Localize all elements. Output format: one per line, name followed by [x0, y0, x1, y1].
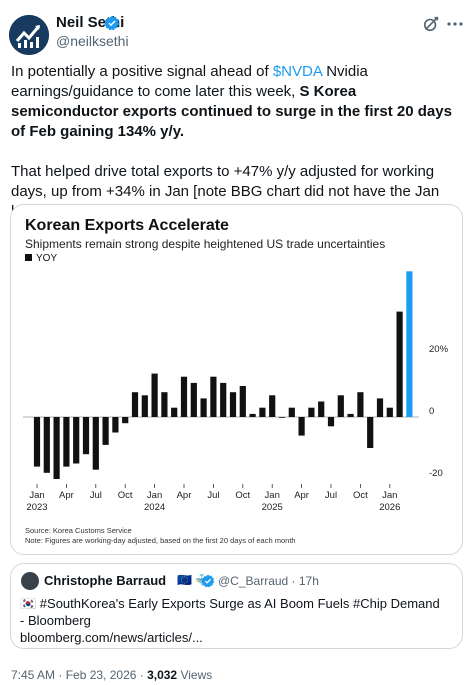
view-count: 3,032 [147, 668, 178, 682]
y-tick-label: -20 [429, 468, 443, 479]
bar-highlight [406, 271, 413, 417]
quoted-author-handle[interactable]: @C_Barraud · 17h [218, 574, 319, 588]
tweet-timestamp[interactable]: 7:45 AM · Feb 23, 2026 · [11, 668, 148, 682]
tweet-metadata: 7:45 AM · Feb 23, 2026 · 3,032 Views [11, 668, 212, 682]
bar [357, 392, 364, 417]
bar [122, 417, 129, 424]
quoted-author-badges: 🇪🇺 🐳 [177, 573, 211, 587]
chart-image-card[interactable]: Korean Exports Accelerate Shipments rema… [10, 204, 463, 555]
bar [200, 398, 207, 417]
quoted-tweet-link[interactable]: bloomberg.com/news/articles/... [20, 630, 203, 645]
grok-icon[interactable] [422, 15, 440, 33]
quoted-tweet-text: 🇰🇷 #SouthKorea's Early Exports Surge as … [20, 595, 445, 646]
tweet-text-segment: In potentially a positive signal ahead o… [11, 63, 273, 80]
tweet-text-segment: Nvidia earnings/guidance to come later t… [11, 63, 368, 100]
legend-swatch [25, 254, 32, 261]
x-tick-label: Jan [147, 490, 162, 501]
verified-badge-icon [201, 574, 215, 588]
x-tick-label: Oct [118, 490, 133, 501]
more-options-icon[interactable] [447, 17, 463, 31]
x-tick-year: 2025 [262, 502, 283, 513]
bar [102, 417, 109, 445]
quoted-tweet-card[interactable]: Christophe Barraud 🇪🇺 🐳 @C_Barraud · 17h… [10, 563, 463, 649]
quoted-author-name[interactable]: Christophe Barraud [44, 573, 167, 588]
x-tick-label: Oct [235, 490, 250, 501]
bar [161, 392, 168, 417]
bar [180, 376, 188, 417]
bar [112, 417, 119, 433]
bar [171, 407, 178, 417]
bar [92, 417, 99, 470]
bar [337, 395, 344, 417]
x-tick-label: Apr [294, 490, 309, 501]
y-tick-label: 0 [429, 406, 434, 417]
tweet-paragraph-1: In potentially a positive signal ahead o… [11, 62, 463, 142]
x-tick-year: 2026 [379, 502, 400, 513]
bar [318, 401, 325, 417]
bar [63, 417, 70, 467]
bar [141, 395, 148, 417]
bar [396, 311, 403, 417]
bar [288, 407, 295, 417]
chart-legend: YOY [25, 253, 57, 264]
author-handle[interactable]: @neilksethi [56, 33, 129, 49]
bar [327, 417, 335, 427]
bar [367, 417, 374, 448]
bar [386, 407, 393, 417]
bar [249, 413, 256, 417]
bar [347, 413, 354, 417]
bar [278, 417, 286, 418]
author-avatar[interactable] [9, 15, 49, 55]
x-tick-label: Jul [90, 490, 102, 501]
verified-badge-icon [104, 15, 120, 31]
bar [151, 373, 158, 417]
bar [376, 398, 384, 417]
tweet-text: In potentially a positive signal ahead o… [11, 62, 463, 242]
x-tick-year: 2023 [26, 502, 47, 513]
quoted-tweet-line: 🇰🇷 #SouthKorea's Early Exports Surge as … [20, 596, 440, 628]
bar [73, 417, 80, 464]
x-tick-label: Jan [265, 490, 280, 501]
cashtag-link[interactable]: $NVDA [272, 63, 323, 80]
bar [82, 417, 90, 455]
x-tick-label: Apr [177, 490, 192, 501]
bar [239, 386, 246, 417]
x-tick-label: Apr [59, 490, 74, 501]
quoted-author-avatar[interactable] [21, 572, 39, 590]
bar [259, 407, 266, 417]
bar [131, 392, 139, 417]
bar [190, 382, 197, 417]
bar [220, 382, 227, 417]
x-tick-year: 2024 [144, 502, 165, 513]
bar [43, 417, 50, 473]
chart-subtitle: Shipments remain strong despite heighten… [25, 237, 386, 251]
bar [308, 407, 315, 417]
x-tick-label: Jul [207, 490, 219, 501]
x-tick-label: Jan [382, 490, 397, 501]
bar [33, 417, 41, 467]
chart-title: Korean Exports Accelerate [25, 217, 229, 234]
bar [210, 376, 217, 417]
tweet-bold-text: S Korea semiconductor exports continued … [11, 83, 452, 140]
bar [53, 417, 60, 479]
chart-note: Note: Figures are working-day adjusted, … [25, 536, 296, 545]
legend-label: YOY [36, 253, 58, 264]
x-tick-label: Jul [325, 490, 337, 501]
bar [229, 392, 237, 417]
chart-source: Source: Korea Customs Service [25, 526, 132, 535]
bar [269, 395, 276, 417]
y-tick-label: 20% [429, 344, 449, 355]
bar [298, 417, 305, 436]
x-tick-label: Jan [29, 490, 44, 501]
stock-chart-logo-icon [9, 15, 49, 55]
x-tick-label: Oct [353, 490, 368, 501]
views-label: Views [177, 668, 213, 682]
